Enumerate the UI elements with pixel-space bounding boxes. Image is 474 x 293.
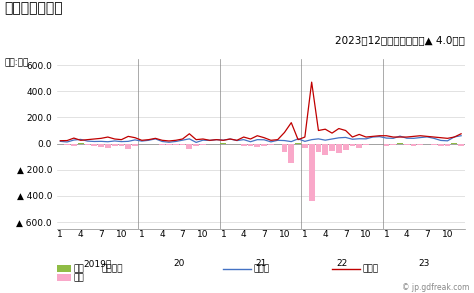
Text: 輸出額: 輸出額 [254,264,270,273]
Text: 2023年12月の貳易収支：▲ 4.0億円: 2023年12月の貳易収支：▲ 4.0億円 [335,35,465,45]
Text: 赤字: 赤字 [73,273,84,282]
Text: 貳易収支の推移: 貳易収支の推移 [5,1,64,16]
Bar [159,144,165,145]
Bar [84,144,91,145]
Bar [241,144,246,146]
Bar [200,144,206,145]
Bar [268,144,274,145]
Bar [112,144,118,146]
Bar [118,144,124,146]
Bar [438,144,444,146]
Bar [71,144,77,146]
Bar [98,144,104,146]
Bar [166,144,172,145]
Bar [132,144,138,146]
Bar [431,144,437,145]
Text: 23: 23 [418,259,429,268]
Bar [193,144,199,146]
Bar [78,143,83,144]
Bar [397,143,403,144]
Text: 貳易収支: 貳易収支 [102,264,123,273]
Bar [173,144,179,145]
Bar [336,144,342,153]
Bar [329,144,335,151]
Bar [349,144,356,146]
Text: 2019年: 2019年 [83,259,112,268]
Bar [343,144,348,151]
Bar [91,144,97,146]
Bar [383,144,389,146]
Bar [64,144,70,145]
Bar [247,144,254,146]
Bar [390,144,396,145]
Text: 黒字: 黒字 [73,264,84,273]
Bar [322,144,328,154]
Bar [356,144,362,148]
Bar [105,144,111,148]
Bar [316,144,321,152]
Bar [458,144,464,146]
Text: 22: 22 [337,259,348,268]
Bar [302,144,308,148]
Bar [404,144,410,145]
Bar [125,144,131,149]
Bar [288,144,294,163]
Bar [363,144,369,145]
Bar [261,144,267,146]
Bar [282,144,287,152]
Bar [180,144,185,145]
Bar [418,144,423,145]
Text: 輸入額: 輸入額 [363,264,379,273]
Bar [255,144,260,147]
Bar [410,144,417,146]
Text: 20: 20 [173,259,185,268]
Bar [445,144,450,146]
Bar [295,143,301,144]
Text: 単位:億円: 単位:億円 [5,59,29,68]
Bar [186,144,192,149]
Text: © jp.gdfreak.com: © jp.gdfreak.com [402,282,469,292]
Bar [309,144,315,201]
Text: 21: 21 [255,259,266,268]
